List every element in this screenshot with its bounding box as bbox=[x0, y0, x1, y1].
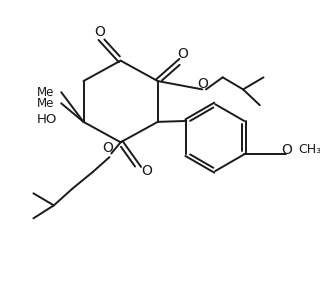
Text: O: O bbox=[177, 47, 188, 61]
Text: O: O bbox=[281, 143, 292, 157]
Text: HO: HO bbox=[37, 113, 58, 126]
Text: Me: Me bbox=[36, 97, 54, 110]
Text: O: O bbox=[141, 164, 152, 178]
Text: Me: Me bbox=[36, 86, 54, 99]
Text: O: O bbox=[102, 141, 113, 155]
Text: O: O bbox=[197, 77, 208, 91]
Text: CH₃: CH₃ bbox=[298, 143, 320, 156]
Text: O: O bbox=[94, 25, 105, 39]
